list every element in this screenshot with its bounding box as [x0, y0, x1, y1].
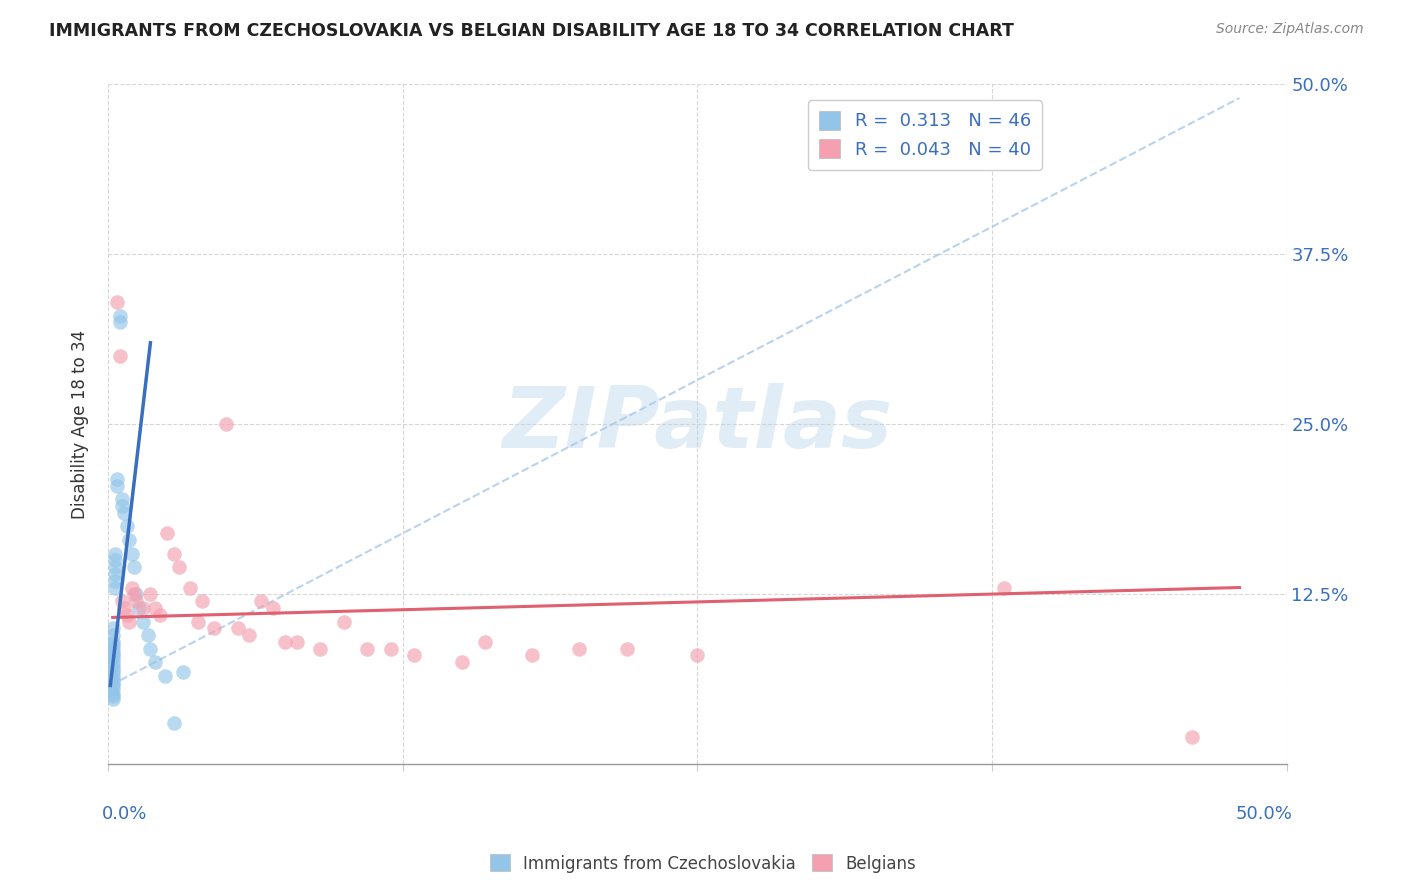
Point [118, 615, 141, 629]
Point [108, 350, 131, 364]
Point [226, 621, 249, 635]
Point [616, 641, 638, 656]
Point [101, 659, 124, 673]
Point [143, 655, 166, 669]
Point [101, 669, 124, 683]
Point [139, 641, 162, 656]
Point [380, 641, 402, 656]
Point [356, 641, 378, 656]
Point [187, 615, 209, 629]
Point [101, 662, 124, 676]
Point [115, 519, 138, 533]
Point [172, 665, 194, 679]
Point [114, 506, 136, 520]
Point [101, 621, 124, 635]
Text: Source: ZipAtlas.com: Source: ZipAtlas.com [1216, 22, 1364, 37]
Point [101, 655, 124, 669]
Point [215, 417, 238, 432]
Text: 50.0%: 50.0% [1236, 805, 1292, 823]
Point [128, 601, 150, 615]
Point [262, 601, 284, 615]
Point [101, 682, 124, 697]
Point [107, 478, 129, 492]
Point [132, 601, 155, 615]
Point [121, 581, 143, 595]
Point [136, 628, 159, 642]
Point [101, 646, 124, 660]
Point [101, 638, 124, 652]
Point [522, 648, 544, 663]
Text: 0.0%: 0.0% [103, 805, 148, 823]
Point [568, 641, 591, 656]
Point [250, 594, 273, 608]
Point [139, 587, 162, 601]
Point [114, 601, 136, 615]
Point [101, 651, 124, 665]
Point [101, 641, 124, 656]
Point [404, 648, 426, 663]
Point [101, 673, 124, 687]
Point [101, 648, 124, 663]
Point [111, 499, 134, 513]
Point [101, 687, 124, 701]
Point [153, 669, 176, 683]
Point [993, 581, 1015, 595]
Point [686, 648, 709, 663]
Text: ZIPatlas: ZIPatlas [502, 383, 893, 466]
Point [132, 615, 155, 629]
Point [167, 560, 190, 574]
Point [101, 690, 124, 704]
Point [149, 607, 172, 622]
Text: IMMIGRANTS FROM CZECHOSLOVAKIA VS BELGIAN DISABILITY AGE 18 TO 34 CORRELATION CH: IMMIGRANTS FROM CZECHOSLOVAKIA VS BELGIA… [49, 22, 1014, 40]
Point [108, 309, 131, 323]
Point [122, 587, 145, 601]
Point [474, 635, 496, 649]
Point [104, 566, 127, 581]
Point [101, 635, 124, 649]
Point [156, 526, 179, 541]
Point [104, 581, 127, 595]
Y-axis label: Disability Age 18 to 34: Disability Age 18 to 34 [72, 330, 89, 519]
Point [101, 628, 124, 642]
Point [101, 692, 124, 706]
Point [107, 472, 129, 486]
Point [332, 615, 354, 629]
Point [122, 560, 145, 574]
Point [101, 678, 124, 692]
Point [121, 547, 143, 561]
Point [101, 675, 124, 690]
Point [108, 315, 131, 329]
Point [309, 641, 332, 656]
Point [450, 655, 472, 669]
Point [111, 594, 134, 608]
Point [202, 621, 225, 635]
Legend: Immigrants from Czechoslovakia, Belgians: Immigrants from Czechoslovakia, Belgians [482, 847, 924, 880]
Point [104, 574, 127, 588]
Point [125, 594, 148, 608]
Point [143, 601, 166, 615]
Point [111, 492, 134, 507]
Point [115, 607, 138, 622]
Legend: R =  0.313   N = 46, R =  0.043   N = 40: R = 0.313 N = 46, R = 0.043 N = 40 [808, 100, 1042, 169]
Point [118, 533, 141, 547]
Point [104, 547, 127, 561]
Point [191, 594, 214, 608]
Point [274, 635, 297, 649]
Point [285, 635, 308, 649]
Point [179, 581, 201, 595]
Point [1181, 730, 1204, 744]
Point [104, 553, 127, 567]
Point [163, 547, 186, 561]
Point [238, 628, 260, 642]
Point [101, 665, 124, 679]
Point [163, 716, 186, 731]
Point [107, 295, 129, 310]
Point [125, 587, 148, 601]
Point [104, 560, 127, 574]
